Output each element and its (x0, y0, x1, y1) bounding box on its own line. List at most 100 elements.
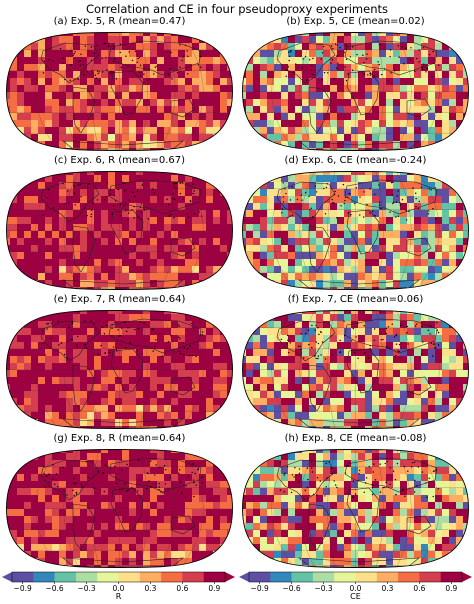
field-cell (330, 50, 338, 58)
field-cell (129, 537, 137, 545)
field-cell (157, 57, 165, 65)
field-cell (365, 342, 373, 350)
proxy-site-marker (138, 71, 141, 74)
graticule-meridian (160, 32, 176, 151)
field-cell (421, 57, 429, 65)
field-cell (171, 370, 179, 378)
field-cell (185, 342, 193, 350)
field-cell (52, 509, 60, 517)
field-cell (206, 32, 214, 37)
proxy-site-marker (86, 214, 88, 217)
field-cell (45, 280, 53, 288)
proxy-site-marker (72, 54, 74, 57)
field-cell (192, 488, 200, 496)
field-cell (274, 370, 282, 378)
field-cell (330, 398, 338, 406)
field-cell (157, 106, 165, 114)
field-cell (94, 384, 102, 392)
field-cell (185, 488, 193, 496)
field-cell (227, 85, 233, 93)
field-cell (386, 127, 394, 135)
field-cell (267, 196, 275, 204)
field-cell (442, 252, 450, 260)
field-cell (150, 530, 158, 538)
proxy-site-marker (437, 331, 440, 334)
field-cell (192, 78, 200, 86)
field-cell (17, 537, 25, 545)
map-outline (6, 32, 233, 151)
proxy-site-marker (152, 350, 154, 352)
field-cell (227, 210, 233, 218)
field-cell (199, 335, 207, 343)
field-cell (164, 342, 172, 350)
field-cell (115, 32, 123, 37)
field-cell (122, 32, 130, 37)
field-cell (206, 252, 214, 260)
field-cell (242, 224, 247, 232)
field-cell (94, 449, 102, 454)
field-cell (66, 280, 74, 288)
proxy-site-marker (315, 191, 318, 193)
field-cell (171, 50, 179, 58)
field-cell (449, 148, 457, 151)
field-cell (463, 231, 469, 239)
field-cell (351, 328, 359, 336)
field-cell (17, 453, 25, 461)
field-cell (463, 217, 469, 225)
field-cell (242, 273, 247, 281)
field-cell (246, 342, 254, 350)
field-cell (267, 189, 275, 197)
field-cell (17, 171, 25, 176)
field-cell (428, 412, 436, 420)
field-cell (428, 85, 436, 93)
field-cell (260, 106, 268, 114)
proxy-site-marker (397, 350, 399, 352)
field-cell (393, 217, 401, 225)
field-cell (101, 509, 109, 517)
proxy-site-marker (107, 42, 109, 45)
field-cell (400, 64, 408, 72)
proxy-site-marker (90, 215, 92, 218)
field-cell (80, 412, 88, 420)
field-cell (108, 558, 116, 566)
field-cell (157, 356, 165, 364)
field-cell (421, 238, 429, 246)
proxy-site-marker (315, 324, 317, 327)
proxy-site-marker (167, 341, 170, 343)
field-cell (122, 231, 130, 239)
coastline (108, 179, 202, 215)
field-cell (407, 43, 415, 51)
field-cell (253, 141, 261, 149)
field-cell (253, 412, 261, 420)
proxy-site-marker (432, 208, 434, 210)
field-cell (192, 391, 200, 399)
field-cell (330, 405, 338, 413)
field-cell (274, 356, 282, 364)
field-cell (316, 398, 324, 406)
field-cell (206, 280, 214, 288)
field-cell (66, 127, 74, 135)
field-cell (38, 224, 46, 232)
field-cell (52, 106, 60, 114)
field-cell (260, 356, 268, 364)
field-cell (358, 266, 366, 274)
field-cell (157, 310, 165, 315)
field-cell (66, 363, 74, 371)
field-cell (87, 342, 95, 350)
field-cell (38, 175, 46, 183)
field-cell (260, 231, 268, 239)
field-cell (281, 314, 289, 322)
field-cell (393, 356, 401, 364)
proxy-site-marker (379, 43, 381, 46)
field-cell (136, 36, 144, 44)
field-cell (122, 488, 130, 496)
field-cell (66, 175, 74, 183)
field-cell (178, 238, 186, 246)
field-cell (45, 314, 53, 322)
field-cell (316, 231, 324, 239)
field-cell (157, 182, 165, 190)
field-cell (456, 99, 464, 107)
field-cell (428, 50, 436, 58)
proxy-site-marker (287, 216, 289, 219)
field-cell (122, 537, 130, 545)
